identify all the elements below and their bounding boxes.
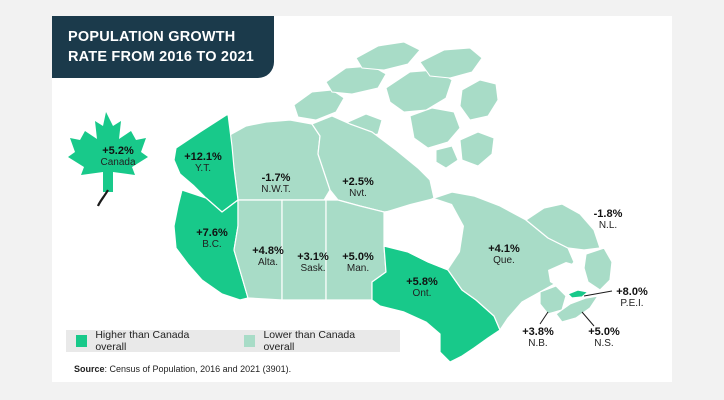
label-nb: +3.8% N.B. xyxy=(522,326,554,349)
hudson-bay xyxy=(384,198,464,270)
label-nwt: -1.7% N.W.T. xyxy=(261,172,291,195)
label-alta: +4.8% Alta. xyxy=(252,245,284,268)
source-note: Source: Census of Population, 2016 and 2… xyxy=(74,364,291,374)
label-sask: +3.1% Sask. xyxy=(297,251,329,274)
label-que: +4.1% Que. xyxy=(488,243,520,266)
label-canada: +5.2% Canada xyxy=(100,145,136,168)
pei-pointer xyxy=(583,290,613,297)
label-ont: +5.8% Ont. xyxy=(406,276,438,299)
source-text: : Census of Population, 2016 and 2021 (3… xyxy=(104,364,292,374)
label-ns: +5.0% N.S. xyxy=(588,326,620,349)
title-box: POPULATION GROWTH RATE FROM 2016 TO 2021 xyxy=(52,16,274,78)
label-pei: +8.0% P.E.I. xyxy=(616,286,648,309)
title-line-2: RATE FROM 2016 TO 2021 xyxy=(68,49,254,65)
label-nvt: +2.5% Nvt. xyxy=(342,176,374,199)
legend-label-lower: Lower than Canada overall xyxy=(263,329,356,353)
nb-pointer xyxy=(539,311,549,325)
legend-swatch-lower xyxy=(244,335,256,347)
label-bc: +7.6% B.C. xyxy=(196,227,228,250)
maple-leaf-icon xyxy=(68,112,148,207)
legend-label-higher: Higher than Canada overall xyxy=(95,329,190,353)
legend: Higher than Canada overall Lower than Ca… xyxy=(66,329,400,353)
gulf-of-st-lawrence xyxy=(548,262,586,288)
ns-pointer xyxy=(581,311,595,327)
label-yt: +12.1% Y.T. xyxy=(184,151,222,174)
label-nl: -1.8% N.L. xyxy=(593,208,623,231)
label-man: +5.0% Man. xyxy=(342,251,374,274)
arctic-islands xyxy=(293,41,499,169)
title-line-1: POPULATION GROWTH xyxy=(68,29,236,45)
provinces xyxy=(173,113,613,363)
source-label: Source xyxy=(74,364,105,374)
legend-swatch-higher xyxy=(76,335,88,347)
